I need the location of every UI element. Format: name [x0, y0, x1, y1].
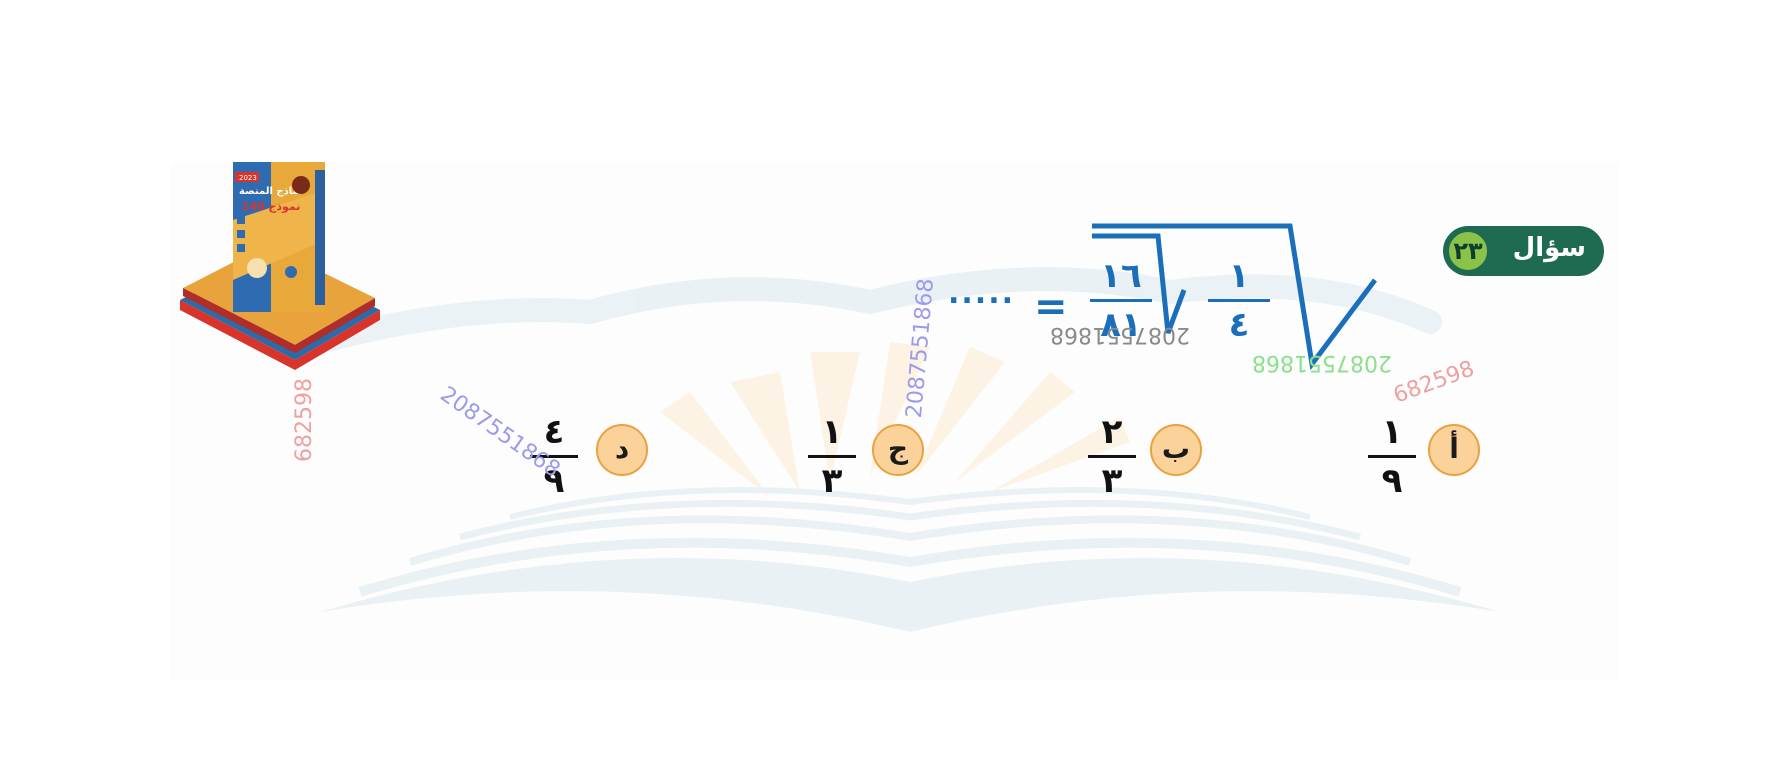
inner-numerator: ١٦ — [1100, 256, 1142, 296]
watermark-code-vertical: 682598 — [292, 378, 317, 462]
option-d-fraction[interactable]: ٤ ٩ — [530, 412, 578, 501]
fraction-bar — [1090, 299, 1152, 302]
option-b-fraction[interactable]: ٢ ٣ — [1088, 412, 1136, 501]
answer-blank: ..... — [948, 276, 1015, 311]
option-c-fraction[interactable]: ١ ٣ — [808, 412, 856, 501]
fraction-16-81: ١٦ ٨١ — [1090, 256, 1152, 345]
option-a-fraction[interactable]: ١ ٩ — [1368, 412, 1416, 501]
book-title: نماذج المنصة — [239, 186, 303, 197]
question-label: سؤال — [1512, 233, 1586, 263]
background-logo — [308, 267, 1500, 632]
option-b-denominator: ٣ — [1101, 461, 1123, 501]
inner-denominator: ٨١ — [1100, 305, 1142, 345]
option-d-denominator: ٩ — [543, 461, 565, 501]
option-d-numerator: ٤ — [543, 412, 565, 452]
quarter-denominator: ٤ — [1228, 305, 1250, 345]
fraction-bar — [1208, 299, 1270, 302]
quarter-numerator: ١ — [1228, 256, 1250, 296]
option-a-letter[interactable]: أ — [1428, 424, 1480, 476]
option-a-numerator: ١ — [1381, 412, 1403, 452]
watermark-phone-gray: 2087551868 — [1050, 322, 1190, 347]
book-year: 2023 — [239, 174, 257, 182]
question-number: ٢٣ — [1447, 230, 1489, 272]
book-count: 140 نموذج — [242, 200, 301, 214]
watermark-phone-green: 2087551868 — [1252, 350, 1392, 375]
option-d-letter[interactable]: د — [596, 424, 648, 476]
option-c-letter[interactable]: ج — [872, 424, 924, 476]
option-c-denominator: ٣ — [821, 461, 843, 501]
fraction-bar — [530, 455, 578, 458]
radical-signs — [1092, 223, 1377, 371]
fraction-bar — [1368, 455, 1416, 458]
question-badge: سؤال ٢٣ — [1443, 226, 1604, 276]
question-card — [170, 162, 1618, 680]
fraction-bar — [1088, 455, 1136, 458]
book-cover-image: 2023 نماذج المنصة 140 نموذج — [180, 162, 380, 370]
fraction-bar — [808, 455, 856, 458]
equals-sign: = — [1034, 284, 1068, 330]
option-a-denominator: ٩ — [1381, 461, 1403, 501]
fraction-1-4: ١ ٤ — [1208, 256, 1270, 345]
option-b-letter[interactable]: ب — [1150, 424, 1202, 476]
option-c-numerator: ١ — [821, 412, 843, 452]
option-b-numerator: ٢ — [1101, 412, 1123, 452]
